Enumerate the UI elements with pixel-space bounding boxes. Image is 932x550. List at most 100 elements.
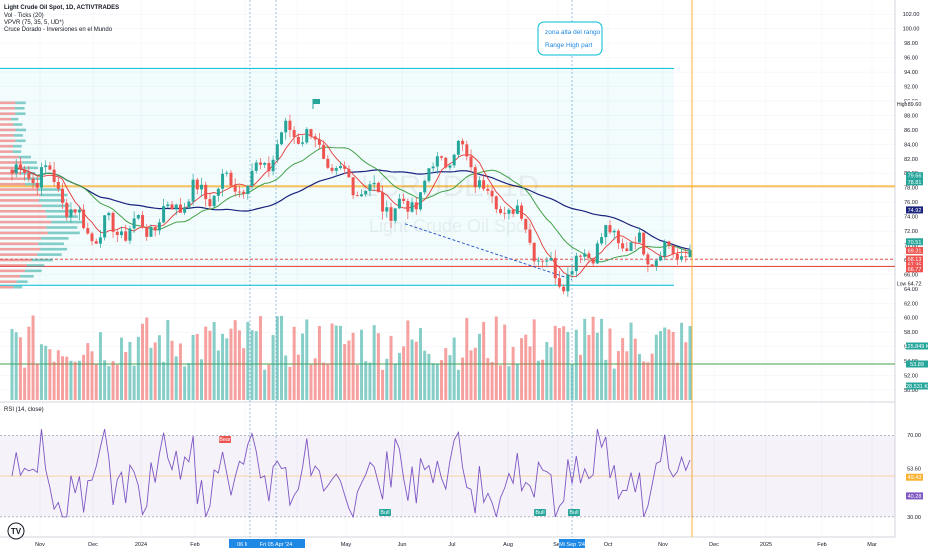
volume-bar [587, 334, 591, 400]
volume-bar [39, 344, 43, 400]
volume-bar [212, 322, 216, 400]
time-tick-label: Aug [503, 542, 513, 548]
candle-body [498, 209, 502, 213]
price-tick-label: 76.00 [904, 200, 918, 206]
price-tag-name: High [897, 102, 908, 108]
volume-bar [65, 356, 69, 400]
candle-body [48, 165, 52, 170]
date-tag-label: Mi Sep '24 [559, 542, 585, 548]
volume-bar [465, 318, 469, 400]
candle-body [166, 204, 170, 207]
candle-body [208, 199, 212, 207]
volume-bar [275, 316, 279, 400]
candle-body [162, 206, 166, 223]
volume-bar [410, 339, 414, 400]
time-tick-label: Dec [88, 542, 98, 548]
candle-body [553, 257, 557, 279]
candle-body [14, 164, 18, 174]
volume-bar [360, 329, 364, 400]
volume-bar [166, 319, 170, 400]
volume-bar [44, 345, 48, 400]
vpvr-bar-down [0, 204, 42, 208]
volume-bars [10, 315, 692, 400]
volume-bar [145, 317, 149, 400]
candle-body [183, 207, 187, 213]
volume-bar [103, 360, 107, 400]
volume-bar [136, 336, 140, 400]
vpvr-bar-up [45, 209, 76, 213]
candle-body [515, 205, 519, 214]
candle-body [440, 156, 444, 158]
vpvr-bar-down [0, 231, 48, 235]
candle-body [86, 228, 90, 234]
candle-body [191, 179, 195, 202]
candle-body [174, 204, 178, 210]
volume-bar [263, 369, 267, 400]
volume-bar [73, 361, 77, 400]
volume-bar [675, 362, 679, 400]
price-tag-value: 78.81 [908, 180, 922, 186]
legend-volume: Vol · Ticks (20) [4, 13, 44, 19]
time-tick-label: Jul [448, 542, 455, 548]
rsi-tag-value: 49.43 [908, 475, 922, 481]
vpvr-bar-down [0, 247, 41, 251]
tv-logo-icon[interactable]: TV [7, 522, 25, 540]
vpvr-bar-up [36, 188, 62, 191]
volume-bar [191, 334, 195, 400]
volume-bar [237, 330, 241, 400]
volume-bar [343, 344, 347, 400]
candle-body [313, 136, 317, 140]
candle-body [654, 260, 658, 267]
volume-bar [124, 351, 128, 400]
candle-body [591, 258, 595, 264]
vpvr-bar-up [22, 161, 37, 164]
price-tick-label: 52.00 [904, 374, 918, 380]
time-tick-label: Feb [190, 542, 199, 548]
volume-bar [524, 334, 528, 400]
volume-bar [406, 320, 410, 400]
candle-body [343, 165, 347, 169]
vpvr-bar-down [0, 134, 14, 137]
vpvr-bar-down [0, 128, 16, 132]
candle-body [221, 173, 225, 189]
price-tick-label: 92.00 [904, 84, 918, 90]
vpvr-bar-up [51, 220, 86, 224]
divergence-tags: Bear Bull Bull Bull [219, 436, 580, 516]
price-tag [906, 172, 923, 180]
candle-body [178, 204, 182, 213]
zone-annotation-box[interactable] [537, 21, 603, 56]
price-tick-label: 102.00 [903, 12, 920, 18]
legend-title: Light Crude Oil Spot, 1D, ACTIVTRADES [4, 5, 119, 11]
candle-body [667, 241, 671, 246]
candle-body [225, 172, 229, 174]
time-tick-label: 2025 [760, 542, 772, 548]
price-tick-label: 62.00 [904, 301, 918, 307]
time-tick-label: 2024 [135, 542, 147, 548]
volume-bar [650, 353, 654, 400]
candle-body [477, 180, 481, 188]
candle-body [263, 162, 267, 165]
volume-bar [684, 342, 688, 400]
vpvr-bar-up [25, 182, 42, 186]
volume-bar [646, 362, 650, 400]
volume-bar [170, 340, 174, 400]
volume-bar [187, 363, 191, 400]
volume-bar [511, 346, 515, 400]
candle-body [642, 232, 646, 255]
volume-bar [326, 363, 330, 400]
price-tick-label: 84.00 [904, 142, 918, 148]
time-tick-label: Mar [867, 542, 877, 548]
candle-body [355, 195, 359, 197]
price-tick-label: 86.00 [904, 128, 918, 134]
volume-bar [583, 318, 587, 400]
candle-body [280, 132, 284, 145]
volume-bar [553, 325, 557, 400]
volume-bar [56, 350, 60, 400]
volume-tag [906, 360, 928, 368]
candle-body [275, 144, 279, 160]
volume-bar [452, 337, 456, 400]
candle-body [31, 178, 35, 183]
candle-body [659, 256, 663, 261]
volume-bar [284, 355, 288, 400]
